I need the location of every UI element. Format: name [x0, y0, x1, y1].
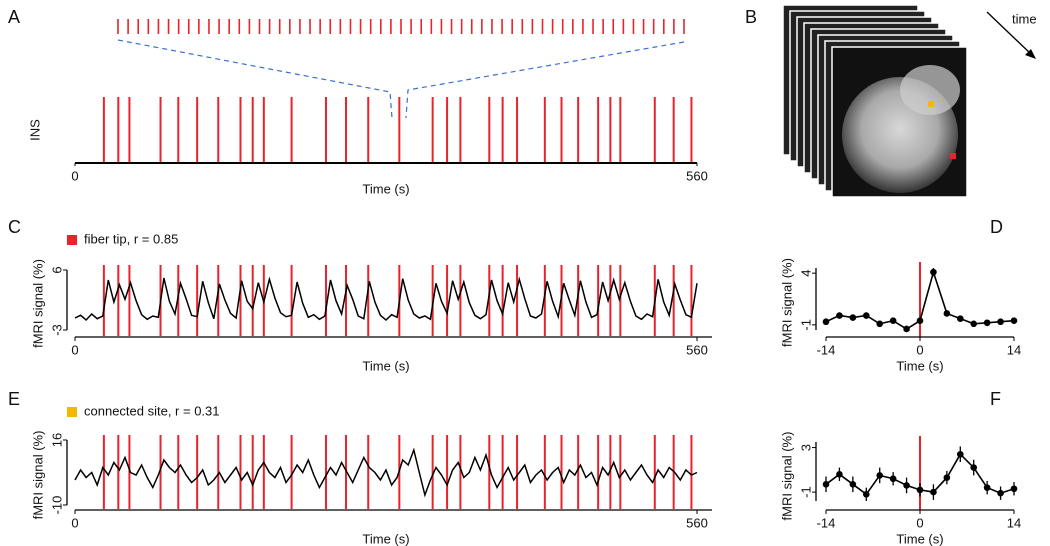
- y-axis-label: fMRI signal (%): [779, 258, 794, 347]
- y-axis-label: fMRI signal (%): [30, 259, 45, 348]
- mean-point: [970, 464, 978, 471]
- image-stack: [782, 4, 1036, 198]
- panel-letter: D: [990, 217, 1003, 237]
- mean-point: [903, 325, 910, 333]
- y-tick-label: -3: [49, 324, 64, 336]
- y-axis-label: INS: [27, 119, 42, 141]
- mean-point: [822, 481, 830, 488]
- panel-letter: F: [990, 389, 1001, 409]
- mean-point: [970, 320, 978, 328]
- mean-point: [983, 484, 991, 491]
- connected-site: [928, 101, 934, 107]
- mean-point: [997, 318, 1004, 326]
- y-axis-label: fMRI signal (%): [779, 432, 794, 521]
- y-tick-label: 3: [798, 444, 813, 451]
- mean-point: [943, 474, 951, 481]
- signal-line: [74, 276, 698, 322]
- y-tick-label: 6: [49, 266, 64, 273]
- panel-letter: A: [8, 7, 20, 27]
- mean-point: [836, 312, 843, 319]
- x-axis-label: Time (s): [362, 531, 409, 546]
- mean-point: [956, 450, 964, 458]
- inset: [117, 39, 685, 119]
- x-tick-label: 0: [916, 342, 923, 357]
- mean-point: [822, 318, 830, 326]
- y-tick-label: 4: [798, 270, 813, 277]
- mean-point: [930, 488, 937, 496]
- mean-point: [1010, 485, 1018, 493]
- mean-point: [862, 491, 870, 498]
- legend-label: connected site, r = 0.31: [84, 403, 220, 418]
- x-axis-label: Time (s): [896, 531, 943, 546]
- fiber-tip: [950, 153, 956, 159]
- x-tick-label: 560: [686, 515, 708, 530]
- mean-point: [983, 319, 991, 327]
- legend-label: fiber tip, r = 0.85: [84, 231, 178, 246]
- y-tick-label: 16: [49, 433, 64, 447]
- mean-point: [862, 312, 870, 319]
- mean-point: [916, 486, 924, 494]
- mean-point: [1010, 317, 1018, 325]
- y-tick-label: -10: [49, 496, 64, 515]
- mean-point: [943, 310, 951, 317]
- zoom-line: [117, 39, 393, 119]
- x-tick-label: -14: [817, 342, 836, 357]
- x-tick-label: 0: [916, 515, 923, 530]
- signal-line: [74, 447, 698, 498]
- mean-point: [997, 489, 1004, 497]
- x-tick-label: 560: [686, 342, 708, 357]
- brain: [900, 65, 960, 115]
- legend-swatch: [67, 407, 77, 417]
- mean-point: [836, 470, 843, 478]
- x-tick-label: 0: [71, 515, 78, 530]
- y-tick-label: -1: [798, 319, 813, 331]
- time-arrow-head: [1025, 49, 1036, 59]
- x-axis-label: Time (s): [362, 358, 409, 373]
- mean-point: [876, 320, 884, 328]
- panel-letter: E: [8, 389, 20, 409]
- x-tick-label: 0: [71, 168, 78, 183]
- y-axis-label: fMRI signal (%): [30, 431, 45, 520]
- legend-swatch: [67, 235, 77, 245]
- x-tick-label: 14: [1007, 342, 1021, 357]
- mean-point: [849, 314, 857, 321]
- x-axis-label: Time (s): [896, 358, 943, 373]
- mean-point: [889, 317, 897, 325]
- mean-point: [916, 317, 924, 325]
- x-axis-label: Time (s): [362, 181, 409, 196]
- mean-point: [876, 472, 884, 479]
- time-arrow: [986, 11, 1033, 56]
- x-tick-label: 560: [686, 168, 708, 183]
- mean-point: [930, 268, 937, 276]
- x-tick-label: 0: [71, 342, 78, 357]
- y-tick-label: -1: [798, 486, 813, 498]
- mean-point: [849, 481, 857, 488]
- panel-letter: C: [8, 217, 21, 237]
- panel-letter: B: [745, 7, 757, 27]
- pulse-train: [117, 19, 685, 34]
- zoom-line: [405, 41, 685, 119]
- mean-point: [889, 475, 897, 483]
- mean-point: [903, 482, 910, 489]
- x-tick-label: -14: [817, 515, 836, 530]
- arrow-label: time: [1012, 11, 1037, 26]
- mean-point: [956, 315, 964, 322]
- x-tick-label: 14: [1007, 515, 1021, 530]
